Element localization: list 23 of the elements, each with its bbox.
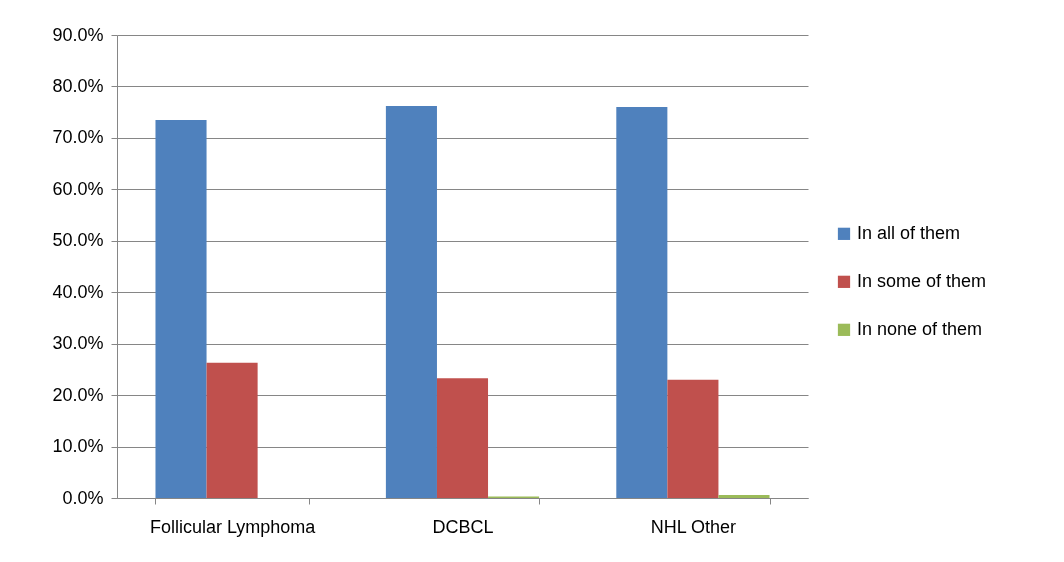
y-tick-label: 10.0% bbox=[52, 436, 104, 457]
legend-label: In all of them bbox=[857, 222, 961, 243]
y-tick-label: 80.0% bbox=[52, 75, 104, 96]
x-tick-label: DCBCL bbox=[432, 516, 494, 537]
x-tick-label: Follicular Lymphoma bbox=[149, 516, 317, 537]
y-tick-label: 50.0% bbox=[52, 230, 104, 251]
y-tick-label: 40.0% bbox=[52, 281, 104, 302]
bar bbox=[155, 119, 207, 498]
bar bbox=[667, 379, 719, 498]
legend-label: In none of them bbox=[857, 318, 983, 339]
bar bbox=[385, 105, 437, 498]
y-tick-label: 0.0% bbox=[62, 487, 104, 508]
y-tick-label: 30.0% bbox=[52, 333, 104, 354]
bar bbox=[718, 494, 770, 498]
x-tick-label: NHL Other bbox=[650, 516, 737, 537]
legend-label: In some of them bbox=[857, 270, 987, 291]
y-tick-label: 60.0% bbox=[52, 178, 104, 199]
bar bbox=[436, 378, 489, 498]
y-tick-label: 70.0% bbox=[52, 127, 104, 148]
bar bbox=[616, 107, 668, 498]
y-tick-label: 20.0% bbox=[52, 384, 104, 405]
bar bbox=[206, 362, 258, 498]
y-tick-label: 90.0% bbox=[52, 24, 104, 45]
